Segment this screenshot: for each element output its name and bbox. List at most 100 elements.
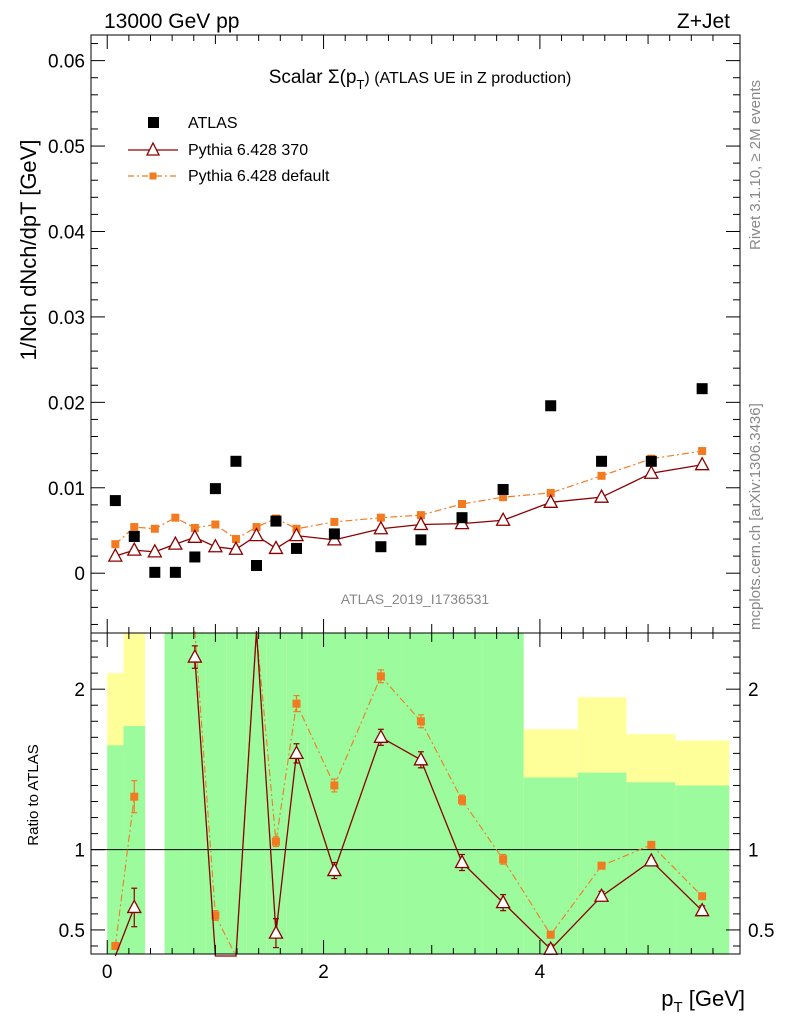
point-atlas xyxy=(645,455,657,467)
ratio-point-370 xyxy=(373,728,389,743)
band-stat xyxy=(361,633,402,954)
point-370 xyxy=(126,541,142,556)
legend-370-label: Pythia 6.428 370 xyxy=(188,142,308,159)
main-ytick-label: 0.03 xyxy=(48,308,85,329)
ratio-point-default xyxy=(271,837,280,846)
main-axis-ticks: 0 0.01 0.02 0.03 0.04 0.05 0.06 xyxy=(48,35,740,633)
point-atlas xyxy=(230,455,242,467)
point-default xyxy=(546,488,555,497)
point-370 xyxy=(543,493,559,508)
band-stat xyxy=(286,633,308,954)
point-370 xyxy=(147,543,163,558)
point-atlas xyxy=(456,512,468,524)
point-370 xyxy=(643,464,659,479)
ratio-ytick-label: 2 xyxy=(74,680,85,701)
series-default-line xyxy=(114,450,703,545)
point-default xyxy=(171,513,180,522)
band-stat xyxy=(442,633,483,954)
main-ylabel: 1/Nch dNch/dpT [GeV] xyxy=(16,140,41,361)
point-370 xyxy=(413,516,429,531)
legend-atlas-label: ATLAS xyxy=(188,115,238,132)
chart-title: Scalar Σ(pT) (ATLAS UE in Z production) xyxy=(269,67,572,92)
point-default xyxy=(130,523,139,532)
band-stat xyxy=(307,633,362,954)
ratio-point-370 xyxy=(413,751,429,766)
point-default xyxy=(458,500,467,509)
ratio-point-370 xyxy=(454,854,470,869)
ratio-point-default xyxy=(111,941,120,950)
point-default xyxy=(330,517,339,526)
main-ytick-label: 0.05 xyxy=(48,137,85,158)
main-ytick-label: 0.06 xyxy=(48,52,85,73)
xlabel-tail: [GeV] xyxy=(683,986,745,1011)
ratio-ytick-label-right: 1 xyxy=(748,841,759,862)
point-atlas xyxy=(375,541,387,553)
ratio-point-default xyxy=(458,795,467,804)
point-atlas xyxy=(328,528,340,540)
band-stat xyxy=(626,782,676,954)
main-ytick-label: 0 xyxy=(74,564,85,585)
point-atlas xyxy=(415,534,427,546)
point-370 xyxy=(495,511,511,526)
ratio-xtick-label: 0 xyxy=(102,962,113,983)
point-default xyxy=(416,511,425,520)
point-atlas xyxy=(209,483,221,495)
point-370 xyxy=(373,520,389,535)
ratio-point-default xyxy=(376,672,385,681)
ratio-point-370 xyxy=(495,894,511,909)
ratio-point-370 xyxy=(187,648,203,663)
legend-atlas-marker xyxy=(148,117,159,128)
ratio-ytick-label-right: 0.5 xyxy=(748,921,774,942)
ratio-ytick-label: 1 xyxy=(74,841,85,862)
band-stat xyxy=(675,785,730,954)
ratio-panel: 0.5 0.5 1 1 2 2 0 2 4 Ratio to ATLAS pT [GeV] xyxy=(25,630,774,1016)
title-sub: T xyxy=(356,77,364,92)
point-default xyxy=(252,523,261,532)
point-atlas xyxy=(189,551,201,563)
ratio-point-default xyxy=(647,840,656,849)
ratio-point-default xyxy=(499,855,508,864)
point-atlas xyxy=(128,530,140,542)
point-370 xyxy=(694,456,710,471)
ratio-point-default xyxy=(330,781,339,790)
ratio-point-default xyxy=(546,930,555,939)
point-370 xyxy=(228,540,244,555)
point-atlas xyxy=(545,400,557,412)
ratio-data-layer xyxy=(91,630,740,959)
band-stat xyxy=(185,633,206,954)
point-atlas xyxy=(696,383,708,395)
point-default xyxy=(231,535,240,544)
main-ytick-label: 0.04 xyxy=(48,222,85,243)
legend-370-marker xyxy=(145,141,161,156)
ratio-point-default xyxy=(130,792,139,801)
point-atlas xyxy=(270,515,282,527)
point-370 xyxy=(248,527,265,542)
point-default xyxy=(190,523,199,532)
legend-default-label: Pythia 6.428 default xyxy=(188,168,330,185)
point-default xyxy=(376,513,385,522)
point-370 xyxy=(593,488,610,503)
ratio-370-line xyxy=(114,907,135,957)
ratio-default-line xyxy=(114,796,135,947)
band-stat xyxy=(246,633,267,954)
ratio-xlabel: pT [GeV] xyxy=(661,986,745,1016)
ratio-ytick-label: 0.5 xyxy=(59,921,85,942)
point-atlas xyxy=(109,495,121,507)
rivet-label: Rivet 3.1.10, ≥ 2M events xyxy=(747,80,764,250)
main-data-layer xyxy=(107,383,710,578)
point-370 xyxy=(167,535,183,550)
band-stat xyxy=(523,777,578,954)
band-stat xyxy=(205,633,227,954)
point-default xyxy=(597,471,606,480)
ratio-point-default xyxy=(597,861,606,870)
ratio-point-default xyxy=(698,892,707,901)
ratio-xtick-label: 2 xyxy=(318,962,329,983)
ratio-axis-ticks: 0.5 0.5 1 1 2 2 0 2 4 xyxy=(59,633,774,983)
point-370 xyxy=(107,547,123,562)
point-atlas xyxy=(291,542,303,554)
point-370 xyxy=(268,540,284,555)
ratio-point-default xyxy=(211,911,220,920)
ratio-point-370 xyxy=(694,902,710,917)
point-atlas xyxy=(497,483,509,495)
point-default xyxy=(211,520,220,529)
